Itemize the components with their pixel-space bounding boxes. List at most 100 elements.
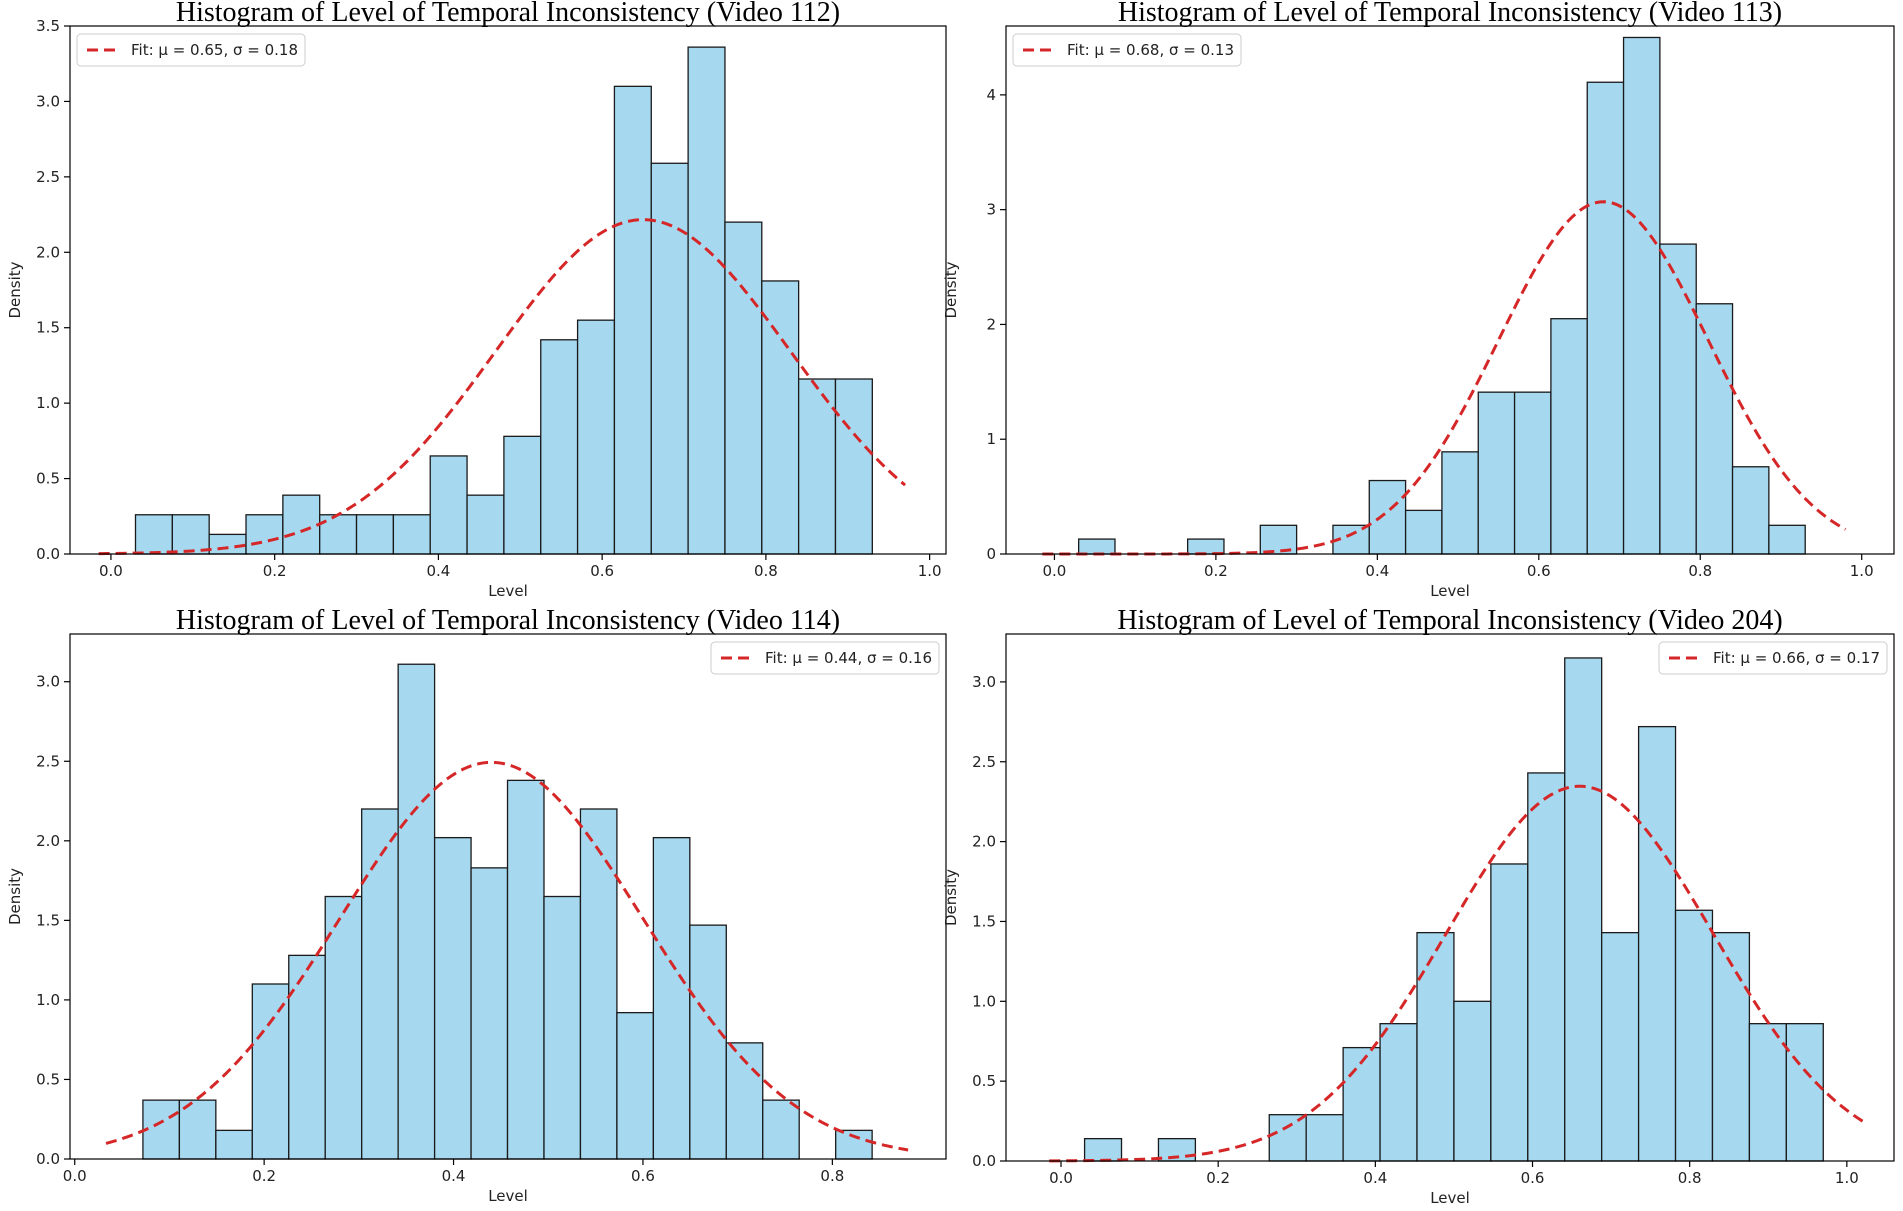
histogram-bar bbox=[503, 435, 542, 555]
chart-title: Histogram of Level of Temporal Inconsist… bbox=[176, 0, 840, 28]
y-tick-label: 3.0 bbox=[36, 673, 60, 691]
histogram-bar bbox=[251, 983, 290, 1160]
axes-frame bbox=[69, 633, 947, 1160]
histogram-bar bbox=[1186, 538, 1225, 555]
y-tick-label: 3 bbox=[986, 201, 996, 219]
chart-panel-2: Histogram of Level of Temporal Inconsist… bbox=[942, 0, 1895, 600]
histogram-bar bbox=[835, 1129, 873, 1160]
histogram-bar bbox=[361, 808, 399, 1160]
histogram-bar bbox=[1659, 243, 1697, 555]
legend-label: Fit: μ = 0.65, σ = 0.18 bbox=[131, 41, 298, 59]
histogram-bar bbox=[687, 46, 726, 555]
legend: Fit: μ = 0.66, σ = 0.17 bbox=[1658, 641, 1888, 675]
y-tick-label: 1.0 bbox=[972, 992, 996, 1010]
fit-curve bbox=[98, 218, 907, 556]
x-tick-label: 0.0 bbox=[1043, 562, 1067, 580]
histogram-bar bbox=[1404, 509, 1443, 555]
x-axis-label: Level bbox=[488, 582, 528, 600]
histogram-bar bbox=[1527, 772, 1566, 1162]
x-tick-label: 0.6 bbox=[1527, 562, 1551, 580]
chart-panel-1: Histogram of Level of Temporal Inconsist… bbox=[6, 0, 947, 600]
histogram-bar bbox=[1416, 931, 1455, 1162]
histogram-bar bbox=[1441, 451, 1479, 555]
histogram-bar bbox=[834, 378, 873, 555]
histogram-bar bbox=[1695, 303, 1734, 555]
histogram-bar bbox=[178, 1099, 217, 1160]
y-tick-label: 2.5 bbox=[36, 752, 60, 770]
x-tick-label: 0.6 bbox=[631, 1167, 655, 1185]
histogram-bar bbox=[540, 339, 579, 555]
y-tick-label: 0.5 bbox=[36, 1070, 60, 1088]
histogram-bar bbox=[1601, 931, 1640, 1162]
histogram-bar bbox=[324, 895, 363, 1160]
x-tick-label: 0.8 bbox=[1678, 1169, 1702, 1187]
x-tick-label: 0.4 bbox=[426, 562, 450, 580]
x-tick-label: 0.4 bbox=[442, 1167, 466, 1185]
histogram-bar bbox=[506, 779, 545, 1160]
histogram-bar bbox=[1078, 538, 1116, 555]
x-tick-label: 0.0 bbox=[1049, 1169, 1073, 1187]
x-tick-label: 0.8 bbox=[820, 1167, 844, 1185]
legend-box bbox=[710, 641, 940, 675]
legend: Fit: μ = 0.44, σ = 0.16 bbox=[710, 641, 940, 675]
histogram-bar bbox=[1550, 318, 1588, 555]
y-tick-label: 1.5 bbox=[36, 319, 60, 337]
histogram-bar bbox=[1513, 391, 1552, 555]
histogram-bar bbox=[429, 455, 468, 555]
histogram-bar bbox=[1785, 1023, 1824, 1162]
histogram-bar bbox=[1768, 524, 1806, 555]
y-tick-label: 0 bbox=[986, 545, 996, 563]
x-tick-label: 0.4 bbox=[1365, 562, 1389, 580]
histogram-bar bbox=[397, 663, 436, 1160]
histogram-bar bbox=[797, 378, 837, 555]
x-axis-label: Level bbox=[1430, 582, 1470, 600]
y-tick-label: 2.5 bbox=[36, 168, 60, 186]
chart-title: Histogram of Level of Temporal Inconsist… bbox=[1117, 605, 1782, 636]
histogram-bar bbox=[282, 494, 321, 555]
histogram-bar bbox=[1674, 909, 1714, 1162]
x-tick-label: 0.6 bbox=[1521, 1169, 1545, 1187]
histogram-bar bbox=[288, 954, 326, 1160]
histogram-bar bbox=[689, 924, 727, 1160]
y-tick-label: 1.5 bbox=[36, 911, 60, 929]
chart-panel-4: Histogram of Level of Temporal Inconsist… bbox=[942, 605, 1895, 1207]
histogram-bar bbox=[650, 162, 689, 555]
histogram-bar bbox=[392, 514, 431, 555]
histogram-bar bbox=[245, 514, 284, 555]
y-tick-label: 2.5 bbox=[972, 753, 996, 771]
histogram-bar bbox=[466, 494, 505, 555]
x-tick-label: 0.8 bbox=[754, 562, 778, 580]
x-tick-label: 0.6 bbox=[590, 562, 614, 580]
y-axis-label: Density bbox=[6, 261, 24, 318]
histogram-bar bbox=[1748, 1023, 1787, 1162]
histogram-bar bbox=[1342, 1046, 1381, 1162]
axes-frame bbox=[1005, 633, 1895, 1162]
histogram-bar bbox=[1368, 479, 1407, 555]
histogram-bar bbox=[1564, 657, 1603, 1162]
fit-curve bbox=[1049, 784, 1864, 1163]
histogram-bar bbox=[1083, 1137, 1123, 1162]
y-tick-label: 2.0 bbox=[36, 243, 60, 261]
histogram-bar bbox=[215, 1129, 253, 1160]
histogram-bar bbox=[1477, 391, 1516, 555]
x-axis-label: Level bbox=[1430, 1189, 1470, 1207]
y-tick-label: 1.0 bbox=[36, 394, 60, 412]
histogram-bar bbox=[134, 514, 173, 555]
y-tick-label: 0.5 bbox=[36, 470, 60, 488]
y-tick-label: 2.0 bbox=[36, 832, 60, 850]
histogram-bar bbox=[724, 221, 763, 555]
histogram-bar bbox=[1731, 466, 1770, 555]
histogram-bar bbox=[762, 1099, 800, 1160]
histogram-bar bbox=[761, 280, 800, 555]
histogram-bar bbox=[1453, 1000, 1492, 1162]
histogram-bar bbox=[208, 533, 247, 555]
x-tick-label: 0.2 bbox=[1204, 562, 1228, 580]
y-tick-label: 0.0 bbox=[36, 545, 60, 563]
x-tick-label: 0.4 bbox=[1363, 1169, 1387, 1187]
y-tick-label: 0.5 bbox=[972, 1072, 996, 1090]
axes-frame bbox=[1005, 25, 1895, 555]
x-tick-label: 0.2 bbox=[1206, 1169, 1230, 1187]
y-tick-label: 2 bbox=[986, 315, 996, 333]
y-tick-label: 1.0 bbox=[36, 991, 60, 1009]
